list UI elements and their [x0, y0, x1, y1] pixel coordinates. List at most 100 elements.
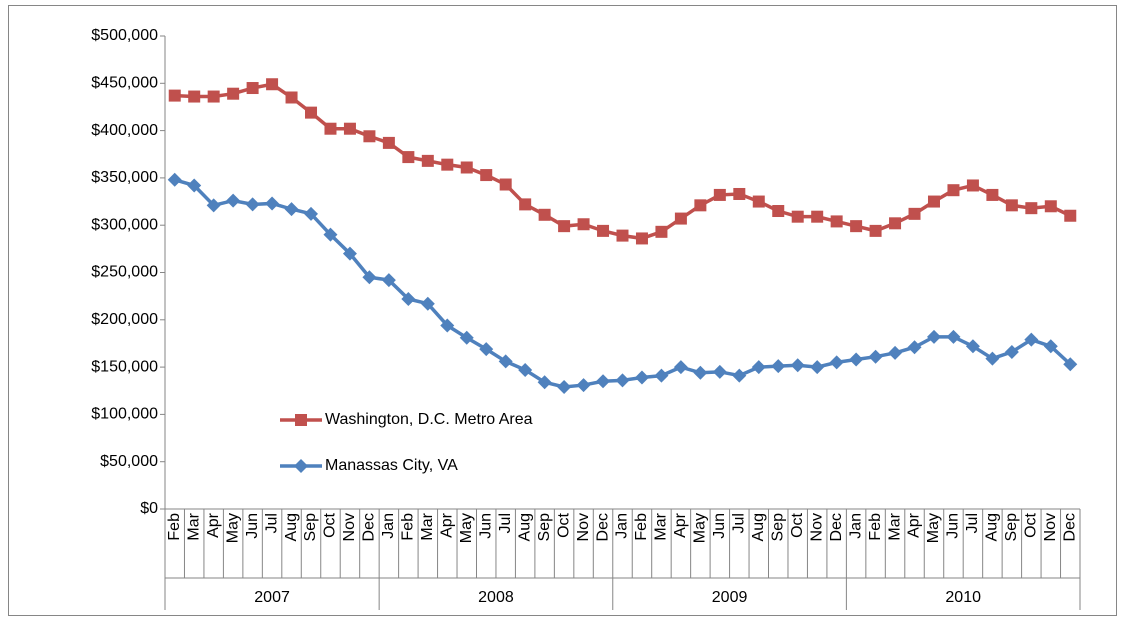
- data-point: [498, 354, 513, 369]
- x-tick-label: Feb: [166, 513, 183, 541]
- data-point: [889, 217, 902, 230]
- data-point: [284, 202, 299, 217]
- data-point: [966, 179, 979, 192]
- data-point: [343, 122, 356, 135]
- data-point: [227, 87, 240, 100]
- x-tick-label: Jun: [945, 513, 962, 539]
- x-tick-label: Aug: [283, 513, 300, 541]
- data-point: [654, 368, 669, 383]
- group-label: 2010: [945, 589, 981, 606]
- data-point: [927, 195, 940, 208]
- data-point: [771, 359, 786, 374]
- x-tick-label: Mar: [185, 512, 202, 540]
- data-point: [596, 374, 611, 389]
- data-point: [1064, 209, 1077, 222]
- x-tick-label: May: [224, 513, 241, 543]
- x-tick-label: Jun: [244, 513, 261, 539]
- y-tick-label: $50,000: [100, 453, 158, 470]
- data-point: [479, 342, 494, 357]
- x-tick-label: Mar: [653, 512, 670, 540]
- data-point: [499, 178, 512, 191]
- data-point: [440, 318, 455, 333]
- y-tick-label: $200,000: [91, 311, 158, 328]
- y-tick-label: $400,000: [91, 122, 158, 139]
- x-tick-label: Mar: [419, 512, 436, 540]
- x-tick-label: Aug: [750, 513, 767, 541]
- data-point: [304, 206, 319, 221]
- data-point: [305, 106, 318, 119]
- y-tick-label: $350,000: [91, 169, 158, 186]
- data-point: [908, 207, 921, 220]
- data-point: [323, 227, 338, 242]
- data-point: [947, 184, 960, 197]
- legend-label: Manassas City, VA: [325, 457, 458, 474]
- data-point: [265, 196, 280, 211]
- legend-marker: [294, 459, 308, 473]
- data-point: [1025, 202, 1038, 215]
- data-point: [733, 187, 746, 200]
- data-point: [985, 351, 1000, 366]
- data-point: [402, 151, 415, 164]
- x-tick-label: Sep: [536, 513, 553, 542]
- data-point: [830, 215, 843, 228]
- x-tick-label: Jul: [263, 513, 280, 533]
- data-point: [1044, 200, 1057, 213]
- data-point: [616, 229, 629, 242]
- x-tick-label: Oct: [789, 512, 806, 537]
- x-tick-label: Aug: [516, 513, 533, 541]
- data-point: [673, 360, 688, 375]
- data-point: [869, 224, 882, 237]
- data-point: [266, 78, 279, 91]
- data-point: [519, 198, 532, 211]
- y-tick-label: $450,000: [91, 75, 158, 92]
- data-point: [888, 345, 903, 360]
- data-point: [187, 178, 202, 193]
- data-point: [811, 210, 824, 223]
- data-point: [324, 122, 337, 135]
- data-point: [246, 82, 259, 95]
- y-tick-label: $150,000: [91, 358, 158, 375]
- data-point: [167, 172, 182, 187]
- x-tick-label: Nov: [575, 513, 592, 541]
- data-point: [1005, 199, 1018, 212]
- data-point: [577, 218, 590, 231]
- data-point: [751, 360, 766, 375]
- x-tick-label: Nov: [1042, 513, 1059, 541]
- data-point: [362, 270, 377, 285]
- data-point: [557, 379, 572, 394]
- data-point: [674, 212, 687, 225]
- data-point: [597, 224, 610, 237]
- legend-marker: [295, 414, 307, 426]
- x-tick-label: Jan: [847, 513, 864, 539]
- data-point: [459, 330, 474, 345]
- data-point: [558, 220, 571, 233]
- x-tick-label: Jul: [731, 513, 748, 533]
- x-tick-label: Mar: [886, 512, 903, 540]
- data-point: [420, 296, 435, 311]
- data-point: [381, 273, 396, 288]
- x-tick-label: Dec: [1061, 513, 1078, 541]
- x-tick-label: Oct: [555, 512, 572, 537]
- x-tick-label: Apr: [672, 512, 689, 538]
- data-point: [441, 158, 454, 171]
- data-point: [480, 169, 493, 182]
- x-tick-label: Jun: [711, 513, 728, 539]
- chart-border: [8, 5, 1117, 616]
- data-point: [538, 208, 551, 221]
- data-point: [655, 225, 668, 238]
- data-point: [790, 358, 805, 373]
- x-tick-label: Dec: [361, 513, 378, 541]
- y-tick-label: $250,000: [91, 264, 158, 281]
- x-tick-label: Jul: [964, 513, 981, 533]
- x-tick-label: Feb: [633, 513, 650, 541]
- data-point: [868, 349, 883, 364]
- x-tick-label: Nov: [808, 513, 825, 541]
- y-tick-label: $100,000: [91, 406, 158, 423]
- data-point: [907, 340, 922, 355]
- data-point: [986, 188, 999, 201]
- x-tick-label: Sep: [769, 513, 786, 542]
- data-point: [285, 91, 298, 104]
- data-point: [1024, 332, 1039, 347]
- x-tick-label: Sep: [1003, 513, 1020, 542]
